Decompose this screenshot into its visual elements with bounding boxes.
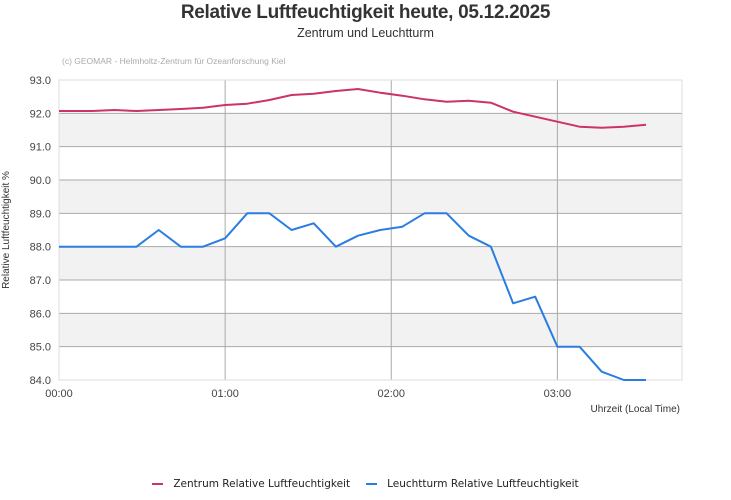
legend-swatch-zentrum [152,483,164,485]
plot-border [58,79,683,381]
y-tick-label: 89.0 [30,208,51,220]
y-axis-label: Relative Luftfeuchtigkeit % [1,171,12,289]
series-line-leuchtturm [59,212,646,381]
x-tick-label: 02:00 [378,388,406,400]
grid-band [59,180,682,214]
grid-band [59,113,682,147]
legend-label-zentrum: Zentrum Relative Luftfeuchtigkeit [173,478,351,490]
legend-label-leuchtturm: Leuchtturm Relative Luftfeuchtigkeit [387,478,579,490]
x-axis-label: Uhrzeit (Local Time) [591,404,680,415]
legend-swatch-leuchtturm [366,483,378,485]
y-tick-label: 92.0 [30,108,51,120]
y-tick-label: 85.0 [30,342,51,354]
x-tick-label: 03:00 [544,388,572,400]
credit-text: (c) GEOMAR - Helmholtz-Zentrum für Ozean… [62,56,286,66]
y-tick-label: 84.0 [30,375,51,387]
legend-item-leuchtturm[interactable]: Leuchtturm Relative Luftfeuchtigkeit [366,478,579,490]
legend-item-zentrum[interactable]: Zentrum Relative Luftfeuchtigkeit [152,478,350,490]
y-tick-label: 93.0 [30,75,51,87]
x-tick-label: 01:00 [211,388,239,400]
x-tick-label: 00:00 [45,388,73,400]
y-tick-label: 87.0 [30,275,51,287]
y-tick-label: 91.0 [30,142,51,154]
chart-subtitle: Zentrum und Leuchtturm [297,26,434,40]
grid-band [59,313,682,347]
y-tick-label: 86.0 [30,308,51,320]
legend: Zentrum Relative Luftfeuchtigkeit Leucht… [0,478,731,490]
y-tick-label: 90.0 [30,175,51,187]
series-line-zentrum [59,88,647,129]
grid-band [59,246,682,280]
y-tick-label: 88.0 [30,242,51,254]
chart-title: Relative Luftfeuchtigkeit heute, 05.12.2… [180,2,551,23]
